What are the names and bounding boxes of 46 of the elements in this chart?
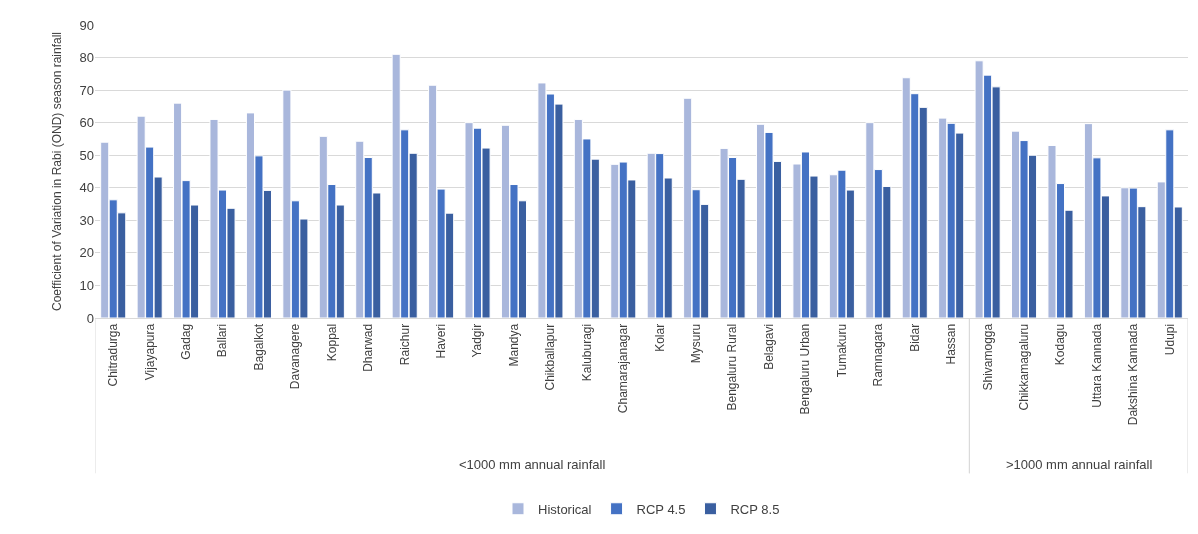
y-tick-label: 90 [79,17,94,33]
x-tick-label: Yadgir [470,323,485,358]
x-tick-label: Raichur [397,323,412,366]
x-tick-label: Chikkamagaluru [1016,323,1031,411]
x-tick-label: Chitradurga [106,323,121,387]
x-tick-label: Bagalkot [251,323,266,371]
x-tick-label: Ramnagara [871,323,886,387]
x-tick-label: Haveri [434,323,449,359]
x-tick-label: Gadag [178,323,193,360]
y-tick-label: 70 [79,82,94,98]
x-tick-label: Koppal [324,323,339,362]
text: >1000 mm annual rainfall [1006,457,1153,472]
y-tick-label: 80 [79,50,94,66]
x-tick-label: Bidar [907,323,922,352]
y-tick-label: 0 [86,310,94,326]
y-tick-label: 30 [79,212,94,228]
legend-label: RCP 8.5 [730,501,780,517]
x-tick-label: Mysuru [689,323,704,364]
y-tick-label: 40 [79,180,94,196]
x-tick-label: Uttara Kannada [1089,323,1104,408]
x-tick-label: Tumakuru [834,323,849,378]
x-tick-label: Bengaluru Urban [798,323,813,415]
x-tick-label: Dakshina Kannada [1126,323,1141,426]
y-axis-title: Coefficient of Variation in Rabi (OND) season rainfall [49,31,64,312]
text: <1000 mm annual rainfall [459,457,606,472]
x-tick-label: Hassan [944,323,959,365]
x-tick-label: Udupi [1162,323,1177,356]
x-tick-label: Kodagu [1053,323,1068,366]
x-tick-label: Bengaluru Rural [725,323,740,411]
y-tick-label: 60 [79,115,94,131]
x-tick-label: Dharwad [361,323,376,372]
x-tick-label: Davanagere [288,323,303,390]
x-tick-label: Kaluburagi [579,323,594,382]
x-tick-label: Kolar [652,323,667,352]
y-tick-label: 20 [79,245,94,261]
y-tick-label: 50 [79,147,94,163]
x-tick-label: Chikballapur [543,323,558,391]
x-tick-label: Vijayapura [142,323,157,381]
x-tick-label: Shivamogga [980,323,995,391]
x-tick-label: Belagavi [761,323,776,370]
legend-label: RCP 4.5 [636,501,686,517]
x-tick-label: Mandya [506,323,521,367]
x-tick-label: Ballari [215,323,230,358]
legend-label: Historical [538,501,592,517]
y-tick-label: 10 [79,277,94,293]
x-tick-label: Chamarajanagar [616,323,631,414]
